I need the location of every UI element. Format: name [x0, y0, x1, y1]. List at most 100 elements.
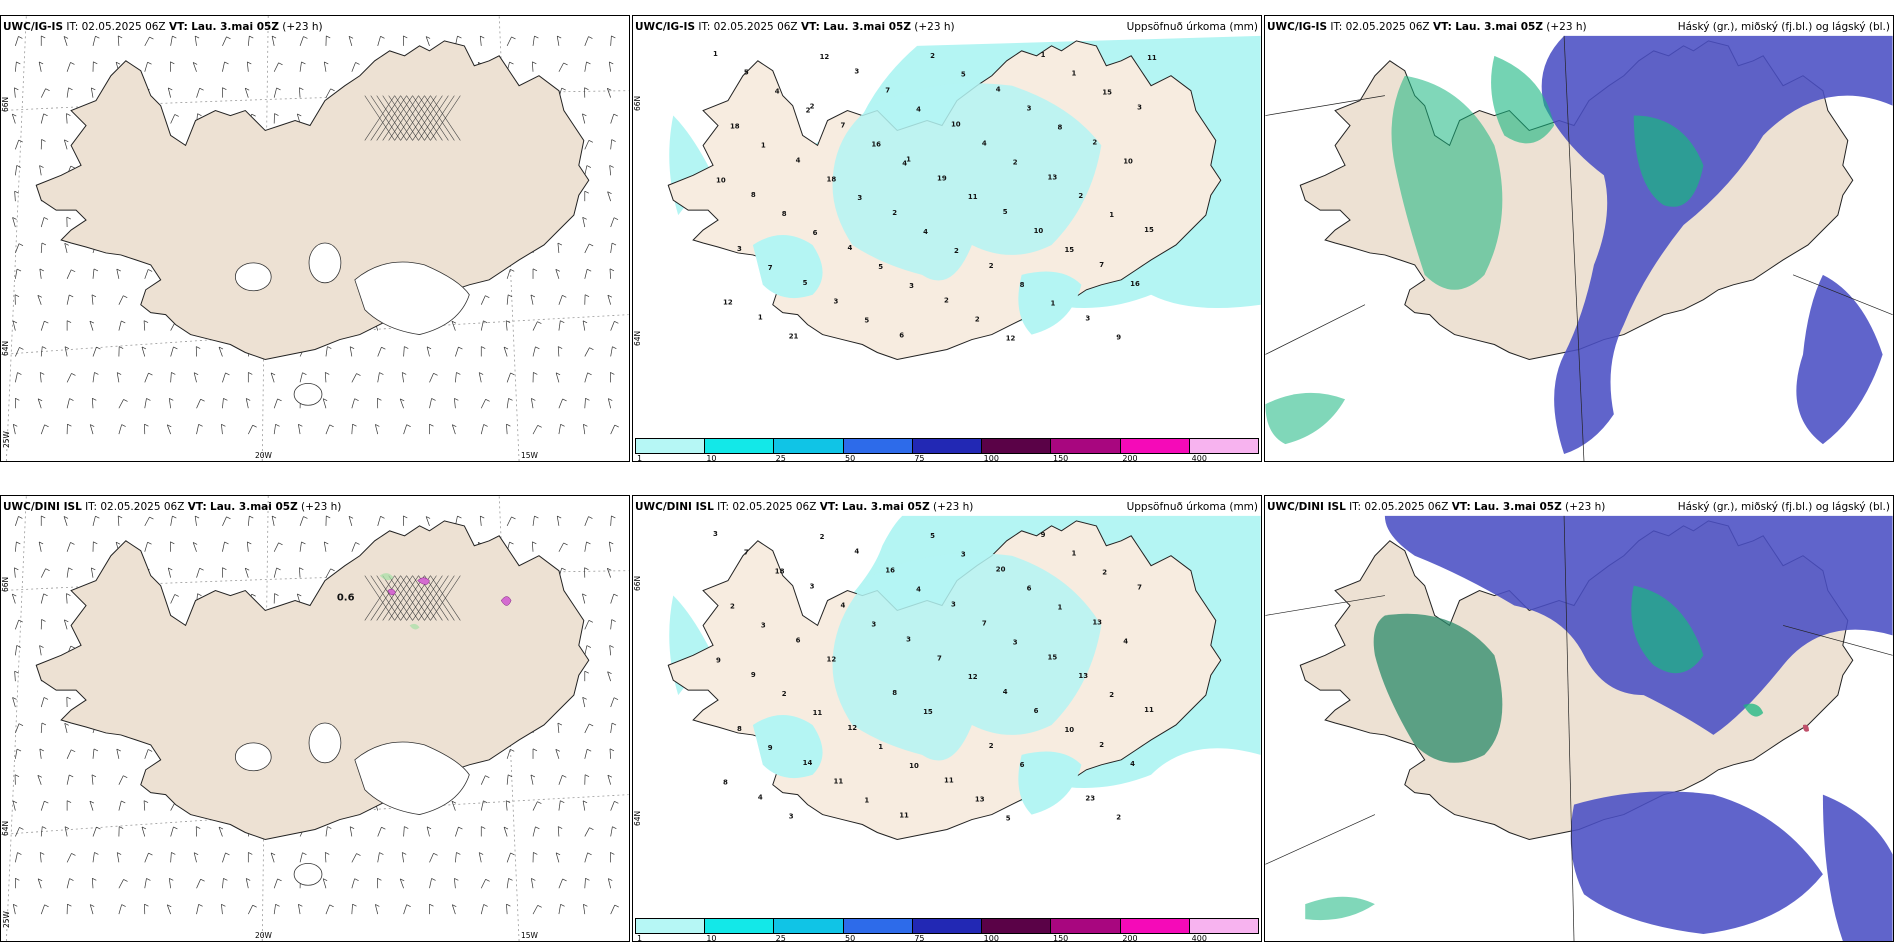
precip-value: 5: [878, 263, 883, 271]
precip-value: 14: [803, 759, 813, 767]
precip-value: 7: [1137, 584, 1142, 592]
precip-value: 15: [1064, 246, 1074, 254]
precip-value: 16: [871, 140, 881, 148]
precip-value: 1: [761, 141, 766, 149]
panel-title: UWC/IG-IS IT: 02.05.2025 06Z VT: Lau. 3.…: [3, 21, 323, 33]
precip-value: 3: [857, 194, 862, 202]
precip-value: 1: [1051, 300, 1056, 308]
precip-value: 3: [713, 530, 718, 538]
precip-value: 12: [968, 673, 978, 681]
precip-value: 1: [878, 743, 883, 751]
precip-value: 4: [923, 228, 928, 236]
precip-value: 18: [827, 175, 837, 183]
panel-clouds-dini: UWC/DINI ISL IT: 02.05.2025 06Z VT: Lau.…: [1264, 495, 1894, 942]
precip-value: 3: [834, 298, 839, 306]
colorbar-segment: [982, 439, 1052, 453]
lat-label: 66N: [1, 96, 10, 112]
lon-label: 25W: [2, 911, 11, 928]
precip-value: 2: [806, 107, 811, 115]
lat-label: 66N: [633, 575, 642, 591]
precip-value: 3: [1085, 315, 1090, 323]
precip-value: 4: [854, 548, 859, 556]
precip-value: 4: [916, 586, 921, 594]
panel-field-title: Uppsöfnuð úrkoma (mm): [1126, 21, 1258, 33]
precip-value: 1: [864, 797, 869, 805]
precip-value: 12: [1006, 335, 1016, 343]
precip-value: 6: [796, 636, 801, 644]
precip-value: 4: [996, 86, 1001, 94]
colorbar-segment: [774, 919, 844, 933]
precip-value: 8: [1020, 281, 1025, 289]
precip-value: 10: [951, 121, 961, 129]
precip-value: 15: [1144, 226, 1154, 234]
colorbar-segment: [1189, 439, 1258, 453]
precip-value: 21: [789, 333, 799, 341]
precip-value: 4: [916, 106, 921, 114]
precip-value: 2: [1116, 814, 1121, 822]
precip-value: 3: [737, 245, 742, 253]
precip-value: 6: [813, 229, 818, 237]
precip-value: 5: [1006, 815, 1011, 823]
precip-value: 15: [1102, 89, 1112, 97]
precip-value: 8: [723, 779, 728, 787]
precip-value: 2: [1109, 691, 1114, 699]
precip-value: 4: [982, 139, 987, 147]
lat-label: 64N: [633, 330, 642, 346]
colorbar-label: 200: [1122, 454, 1138, 462]
precip-value: 1: [1058, 603, 1063, 611]
precip-value: 3: [1013, 638, 1018, 646]
precip-value: 2: [989, 262, 994, 270]
precip-value: 6: [1034, 707, 1039, 715]
precip-value: 13: [1092, 618, 1102, 626]
precip-value: 7: [937, 654, 942, 662]
lat-label: 64N: [1, 820, 10, 836]
precip-value: 11: [899, 812, 909, 820]
panel-title: UWC/DINI ISL IT: 02.05.2025 06Z VT: Lau.…: [1267, 501, 1606, 513]
colorbar-label: 25: [775, 454, 786, 462]
panel-precip-igis: UWC/IG-IS IT: 02.05.2025 06Z VT: Lau. 3.…: [632, 15, 1262, 462]
precip-value: 15: [923, 708, 933, 716]
precip-value: 2: [1092, 138, 1097, 146]
precip-value: 8: [782, 210, 787, 218]
precip-value: 8: [892, 689, 897, 697]
precip-value: 7: [840, 121, 845, 129]
precip-value: 4: [758, 794, 763, 802]
panel-title: UWC/DINI ISL IT: 02.05.2025 06Z VT: Lau.…: [3, 501, 342, 513]
precip-value: 7: [744, 549, 749, 557]
precip-value: 3: [961, 551, 966, 559]
colorbar-segment: [912, 439, 983, 453]
precip-value: 3: [761, 621, 766, 629]
lat-label: 64N: [633, 810, 642, 826]
precip-value: 1: [1071, 550, 1076, 558]
precip-value: 3: [909, 282, 914, 290]
precip-value: 18: [775, 568, 785, 576]
iceland-land: [35, 40, 590, 360]
precip-value: 11: [1144, 706, 1154, 714]
precip-value: 4: [902, 159, 907, 167]
precip-value: 2: [954, 247, 959, 255]
precip-value: 12: [820, 53, 830, 61]
precip-value: 5: [864, 317, 869, 325]
panel-field-title: Uppsöfnuð úrkoma (mm): [1126, 501, 1258, 513]
colorbar-segment: [1051, 439, 1121, 453]
precip-value: 10: [909, 762, 919, 770]
colorbar-label: 10: [706, 454, 717, 462]
precip-value: 11: [968, 193, 978, 201]
colorbar-segment: [636, 439, 706, 453]
colorbar-segment: [982, 919, 1052, 933]
precip-value: 12: [827, 655, 837, 663]
cloud-map: [1265, 35, 1893, 461]
precip-value: 5: [803, 279, 808, 287]
precip-value: 13: [1078, 672, 1088, 680]
precip-value: 1: [758, 314, 763, 322]
precip-value: 2: [820, 533, 825, 541]
lon-label: 20W: [255, 931, 272, 940]
precip-value: 8: [751, 191, 756, 199]
colorbar-segment: [843, 439, 913, 453]
precip-value: 7: [768, 264, 773, 272]
precip-value: 4: [847, 244, 852, 252]
colorbar-labels: 1 10 25 50 75 100 150 200 400: [635, 934, 1259, 941]
precip-value: 5: [961, 71, 966, 79]
colorbar-label: 1: [637, 454, 643, 462]
precip-value: 11: [813, 709, 823, 717]
